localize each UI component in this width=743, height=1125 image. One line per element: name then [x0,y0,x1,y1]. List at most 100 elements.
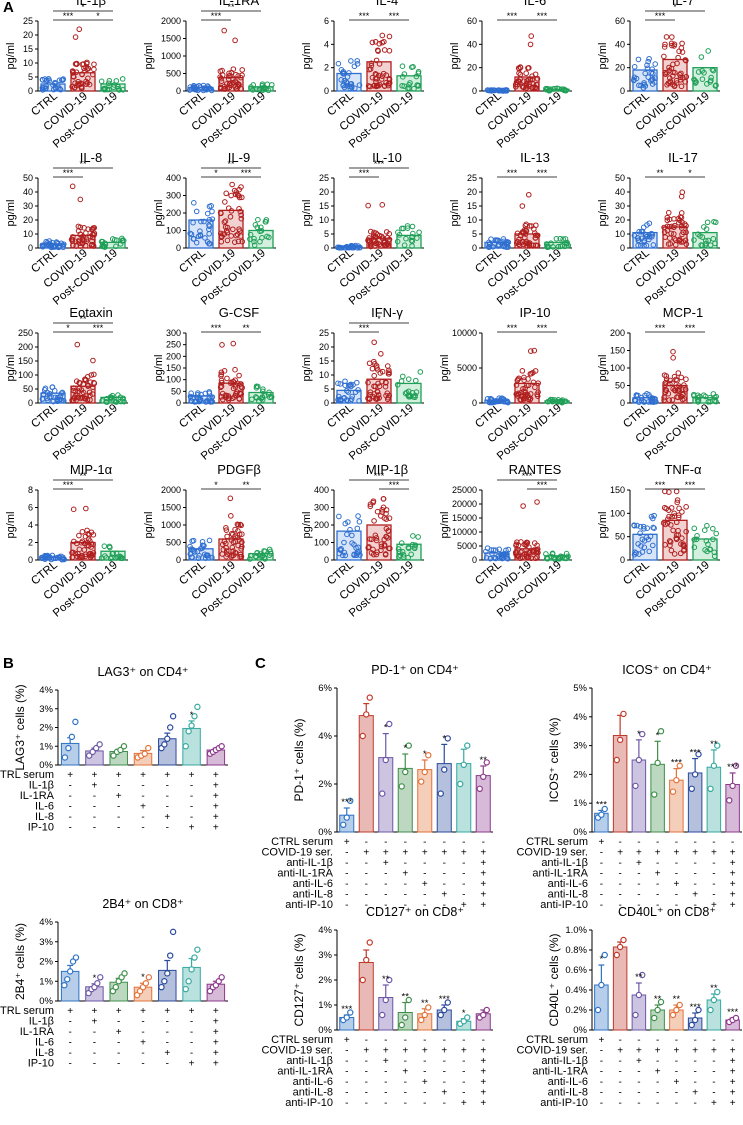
data-point [347,397,354,404]
data-point [79,529,86,535]
data-point [418,1016,425,1024]
data-point [705,48,712,54]
data-point [665,390,672,397]
data-point [256,86,263,92]
data-point [340,821,347,829]
data-point [396,553,402,560]
y-axis-label: pg/ml [153,355,165,382]
significance-label: * [377,314,381,324]
treatment-sign: - [693,1056,696,1067]
chart-title: IL-13 [520,150,550,165]
treatment-row-label: IL-1β [29,780,54,792]
y-tick-label: 0.2% [565,1005,587,1016]
treatment-row-label: anti-IP-10 [285,1097,333,1109]
data-point [644,391,650,397]
bar [436,763,452,833]
y-tick-label: 20000 [452,499,477,509]
treatment-sign: - [68,823,71,834]
data-point [356,398,362,404]
treatment-sign: - [404,837,407,848]
data-point [91,380,98,387]
data-point [218,394,225,400]
data-point [82,377,88,384]
data-point [222,218,229,224]
treatment-sign: + [673,848,679,859]
data-point [691,1016,699,1024]
y-tick-label: 15 [319,201,329,211]
data-point [678,70,684,77]
data-point [207,240,213,247]
treatment-sign: - [93,812,96,823]
y-axis-label: pg/ml [439,355,451,382]
treatment-sign: - [618,869,621,880]
data-point [517,71,524,78]
y-tick-label: 20 [467,187,477,197]
data-point [691,525,698,532]
chart-il-6: IL-60204060pg/mlCTRLCOVID-19Post-COVID-1… [449,0,572,151]
data-point [729,782,736,790]
data-point [707,1006,714,1014]
chart-ifn-: IFN-γ0510152025pg/mlCTRLCOVID-19Post-COV… [301,305,424,463]
data-point [598,981,605,989]
data-point [117,555,124,561]
data-point [677,74,684,81]
treatment-sign: + [402,1067,408,1078]
data-point [191,200,197,206]
significance-label: *** [389,480,400,490]
treatment-sign: - [443,1035,446,1046]
data-point [223,527,230,533]
treatment-row-label: IL-6 [35,801,54,813]
data-point [259,388,266,395]
data-point [666,397,673,403]
y-tick-label: 0 [324,86,329,96]
data-point [378,233,385,240]
chart-cd40l-on-cd8-: CD40L⁺ on CD8⁺0%0.2%0.4%0.6%0.8%1.0%CD40… [516,905,742,1109]
data-point [187,393,194,400]
data-point [632,782,639,790]
data-point [259,234,265,241]
treatment-sign: - [656,879,659,890]
data-point [667,380,673,387]
data-point [676,219,682,226]
chart-title: MCP-1 [663,305,703,320]
data-point [351,551,358,558]
treatment-sign: - [656,1056,659,1067]
data-point [166,952,174,959]
data-point [661,397,667,404]
data-point [631,74,638,81]
y-tick-label: 0 [28,398,33,408]
data-point [379,32,386,39]
data-point [164,970,171,977]
treatment-sign: - [117,1059,120,1070]
data-point [661,229,668,235]
chart-title: 2B4⁺ on CD8⁺ [102,897,183,911]
data-point [46,238,53,244]
data-point [337,381,344,387]
data-point [369,39,376,46]
data-point [54,396,60,402]
data-point [259,394,266,400]
y-tick-label: 300 [166,328,181,338]
chart-il-9: IL-90100200300400pg/mlCTRLCOVID-19Post-C… [153,150,276,308]
y-tick-label: 200 [18,342,33,352]
treatment-sign: + [617,848,623,859]
y-axis-label: pg/ml [301,43,313,70]
y-tick-label: 400 [314,485,329,495]
treatment-sign: - [141,812,144,823]
data-point [343,814,350,821]
y-tick-label: 50 [615,381,625,391]
y-tick-label: 6 [28,503,33,513]
treatment-sign: + [480,879,486,890]
treatment-sign: - [675,1035,678,1046]
treatment-sign: + [140,1006,146,1017]
significance-label: *** [685,480,696,490]
data-point [691,771,699,778]
treatment-sign: + [480,858,486,869]
data-point [549,551,556,557]
data-point [381,38,387,45]
data-point [94,980,101,987]
data-point [42,556,48,562]
treatment-sign: + [189,823,195,834]
y-tick-label: 200 [166,351,181,361]
data-point [223,190,230,197]
